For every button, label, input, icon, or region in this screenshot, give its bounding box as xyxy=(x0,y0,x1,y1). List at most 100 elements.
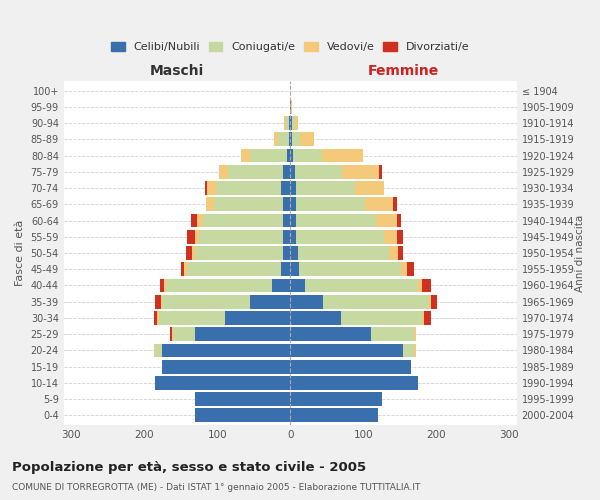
Y-axis label: Anni di nascita: Anni di nascita xyxy=(575,214,585,292)
Bar xyxy=(154,344,155,357)
Bar xyxy=(281,262,290,276)
Bar xyxy=(289,132,290,146)
Bar xyxy=(295,116,298,130)
Bar xyxy=(418,278,422,292)
Bar xyxy=(290,295,323,308)
Bar xyxy=(290,165,295,178)
Bar xyxy=(173,328,195,341)
Bar xyxy=(160,278,164,292)
Bar xyxy=(424,311,431,325)
Bar xyxy=(191,214,197,228)
Bar xyxy=(407,262,415,276)
Bar xyxy=(286,116,289,130)
Bar xyxy=(206,198,214,211)
Bar xyxy=(290,116,292,130)
Bar xyxy=(422,278,431,292)
Bar xyxy=(323,295,429,308)
Bar xyxy=(290,214,296,228)
Bar xyxy=(283,246,290,260)
Bar xyxy=(250,148,287,162)
Bar xyxy=(403,344,415,357)
Bar xyxy=(393,198,397,211)
Bar xyxy=(191,246,195,260)
Bar xyxy=(290,278,305,292)
Bar xyxy=(290,230,296,243)
Bar xyxy=(397,214,401,228)
Bar xyxy=(422,311,424,325)
Bar xyxy=(181,262,184,276)
Bar xyxy=(290,344,403,357)
Bar xyxy=(278,132,289,146)
Bar xyxy=(292,132,300,146)
Bar xyxy=(290,198,296,211)
Bar xyxy=(250,295,290,308)
Bar xyxy=(284,116,286,130)
Bar xyxy=(205,181,207,195)
Bar xyxy=(241,148,250,162)
Bar xyxy=(384,230,397,243)
Bar xyxy=(290,181,296,195)
Bar xyxy=(415,328,416,341)
Bar xyxy=(290,392,382,406)
Bar xyxy=(159,311,224,325)
Bar xyxy=(155,376,290,390)
Bar xyxy=(415,344,416,357)
Bar xyxy=(163,295,250,308)
Bar xyxy=(397,230,403,243)
Bar xyxy=(293,148,322,162)
Bar xyxy=(220,165,228,178)
Bar xyxy=(296,198,365,211)
Bar xyxy=(164,278,166,292)
Bar xyxy=(224,311,290,325)
Bar xyxy=(296,181,355,195)
Bar xyxy=(163,360,290,374)
Bar xyxy=(299,262,401,276)
Bar xyxy=(401,262,407,276)
Bar xyxy=(187,230,194,243)
Bar xyxy=(290,376,418,390)
Text: Popolazione per età, sesso e stato civile - 2005: Popolazione per età, sesso e stato civil… xyxy=(12,462,366,474)
Bar xyxy=(289,116,290,130)
Bar xyxy=(296,214,376,228)
Bar xyxy=(298,246,389,260)
Bar xyxy=(376,214,397,228)
Bar xyxy=(272,278,290,292)
Bar xyxy=(291,100,292,114)
Bar xyxy=(341,311,422,325)
Bar xyxy=(186,246,191,260)
Bar xyxy=(187,262,281,276)
Bar xyxy=(429,295,431,308)
Bar xyxy=(292,116,295,130)
Bar xyxy=(355,181,384,195)
Bar xyxy=(398,246,403,260)
Bar xyxy=(199,230,283,243)
Text: Maschi: Maschi xyxy=(150,64,204,78)
Bar xyxy=(281,181,290,195)
Bar xyxy=(290,311,341,325)
Bar xyxy=(300,132,314,146)
Bar xyxy=(166,278,272,292)
Bar xyxy=(157,311,159,325)
Bar xyxy=(195,328,290,341)
Bar xyxy=(274,132,278,146)
Bar xyxy=(290,408,378,422)
Bar xyxy=(228,165,283,178)
Bar xyxy=(295,165,342,178)
Bar xyxy=(431,295,437,308)
Bar xyxy=(194,230,199,243)
Bar xyxy=(290,148,293,162)
Bar xyxy=(283,214,290,228)
Bar xyxy=(283,165,290,178)
Bar xyxy=(195,408,290,422)
Bar xyxy=(371,328,415,341)
Bar xyxy=(216,181,281,195)
Bar xyxy=(283,198,290,211)
Bar xyxy=(203,214,283,228)
Bar xyxy=(365,198,393,211)
Bar xyxy=(195,392,290,406)
Bar xyxy=(214,198,283,211)
Bar xyxy=(184,262,187,276)
Bar xyxy=(172,328,173,341)
Bar xyxy=(154,311,157,325)
Bar xyxy=(161,295,163,308)
